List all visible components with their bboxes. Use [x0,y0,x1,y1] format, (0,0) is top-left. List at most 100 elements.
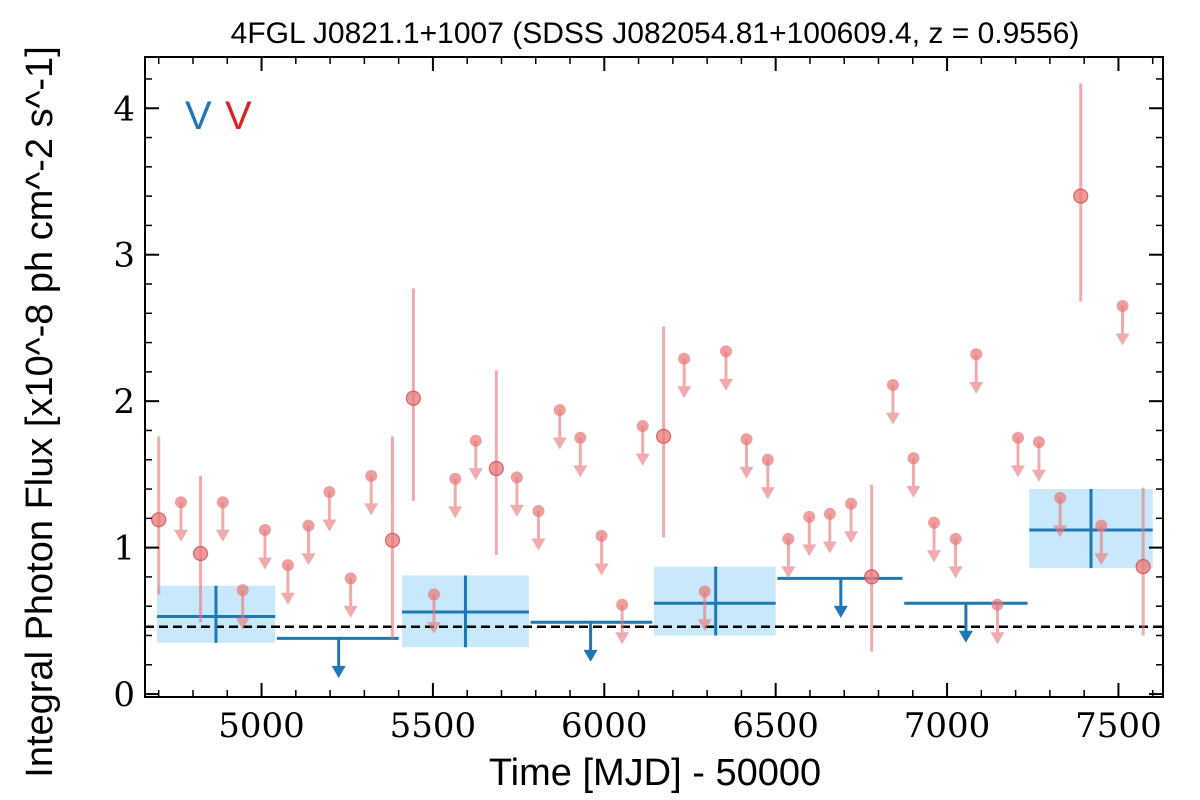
v-point-42-upper-limit-arrow-head [1031,469,1046,482]
v-point-13 [426,588,441,635]
v-point-26 [697,585,712,632]
v-point-44-marker [1073,188,1089,204]
v-point-6-upper-limit-arrow-head [280,592,295,605]
v-point-8-upper-limit-arrow-head [322,519,337,532]
v-point-31 [802,510,817,557]
v-point-21-marker [595,529,608,542]
v-bin-6 [904,601,1028,643]
v-point-22-upper-limit-arrow-head [615,632,630,645]
v-point-12-marker [405,390,421,406]
legend-entry-0: V [185,94,212,138]
v-point-41 [1011,431,1026,478]
v-point-43-marker [1054,491,1067,504]
v-point-12 [405,288,421,501]
v-point-32-marker [823,507,836,520]
v-point-1-marker [174,496,187,509]
v-point-36-upper-limit-arrow-head [906,485,921,498]
v-bin-7 [1029,489,1153,569]
plot-area [145,83,1163,678]
v-point-42 [1031,436,1046,482]
v-point-26-upper-limit-arrow-head [697,619,712,632]
v-bin-5-upper-limit-arrow [833,578,848,618]
v-point-17-upper-limit-arrow-head [509,504,524,517]
v-bin-1-upper-limit-arrow [331,638,346,678]
v-point-7 [301,519,316,566]
v-bin-0 [156,585,276,643]
chart-title: 4FGL J0821.1+1007 (SDSS J082054.81+10060… [231,17,1080,50]
x-tick-label-3: 6500 [732,706,819,746]
v-point-22 [615,598,630,645]
v-point-34 [864,484,880,652]
v-point-35-marker [886,379,899,392]
y-tick-label-3: 3 [113,236,135,276]
v-point-9-marker [344,572,357,585]
v-point-18 [531,505,546,551]
v-point-34-marker [864,569,880,585]
v-point-19 [552,403,567,450]
y-axis-label: Integral Photon Flux [x10^-8 ph cm^-2 s^… [19,46,61,777]
x-tick-label-2: 6000 [561,706,648,746]
v-point-35 [885,379,900,425]
v-point-4-upper-limit-arrow-head [235,617,250,630]
v-point-8 [322,485,337,532]
v-point-27-marker [719,345,732,358]
v-point-45 [1094,519,1109,566]
v-point-46-upper-limit-arrow-head [1115,333,1130,346]
v-point-39-marker [970,348,983,361]
v-point-20 [573,431,588,478]
v-point-7-marker [302,519,315,532]
v-point-35-upper-limit-arrow-head [885,412,900,425]
v-point-45-upper-limit-arrow-head [1094,553,1109,566]
v-point-9 [343,572,358,618]
v-point-27-upper-limit-arrow-head [718,378,733,391]
v-point-26-marker [698,585,711,598]
v-point-25-upper-limit-arrow-head [677,386,692,399]
y-tick-label-2: 2 [113,382,135,422]
v-point-13-upper-limit-arrow-head [426,622,441,635]
v-point-43 [1053,491,1068,538]
v-point-4 [235,584,250,630]
v-point-38-upper-limit-arrow-head [948,566,963,579]
v-point-40 [990,598,1005,645]
x-axis-label: Time [MJD] - 50000 [489,752,821,794]
v-point-40-marker [991,598,1004,611]
v-point-40-upper-limit-arrow-head [990,632,1005,645]
y-tick-label-1: 1 [113,529,135,569]
v-point-29-upper-limit-arrow-head [760,487,775,500]
v-point-38 [948,532,963,579]
axes: 5000 5500 6000 6500 7000 7500 0 1 2 3 4 [113,56,1164,746]
v-point-14-marker [449,472,462,485]
v-point-25-marker [678,352,691,365]
v-bin-3-upper-limit-arrow [583,622,598,662]
v-point-29 [760,453,775,500]
v-point-5-upper-limit-arrow-head [257,557,272,570]
v-point-46-marker [1116,299,1129,312]
axes-frame [144,56,1164,698]
v-point-20-upper-limit-arrow-head [573,465,588,478]
v-point-44 [1073,83,1089,302]
v-point-15-marker [469,434,482,447]
v-point-28 [739,433,754,479]
v-point-3 [215,496,230,542]
v-point-23-upper-limit-arrow-head [635,453,650,466]
v-point-17-marker [510,471,523,484]
v-point-16-marker [488,460,504,477]
v-point-7-upper-limit-arrow-head [301,553,316,566]
x-tick-label-4: 7000 [904,706,991,746]
v-point-18-upper-limit-arrow-head [531,538,546,551]
v-point-0 [151,436,167,595]
v-point-24-marker [655,428,672,444]
v-bin-2 [402,575,529,648]
v-point-47 [1135,487,1151,636]
v-point-9-upper-limit-arrow-head [343,605,358,618]
v-point-10 [364,469,379,516]
v-point-42-marker [1032,436,1045,449]
v-point-28-marker [740,433,753,446]
v-bin-5-upper-limit-arrow-head [833,605,848,618]
v-point-41-upper-limit-arrow-head [1011,465,1026,478]
v-bin-3 [530,620,653,662]
v-point-1-upper-limit-arrow-head [173,529,188,542]
v-point-27 [718,345,733,391]
